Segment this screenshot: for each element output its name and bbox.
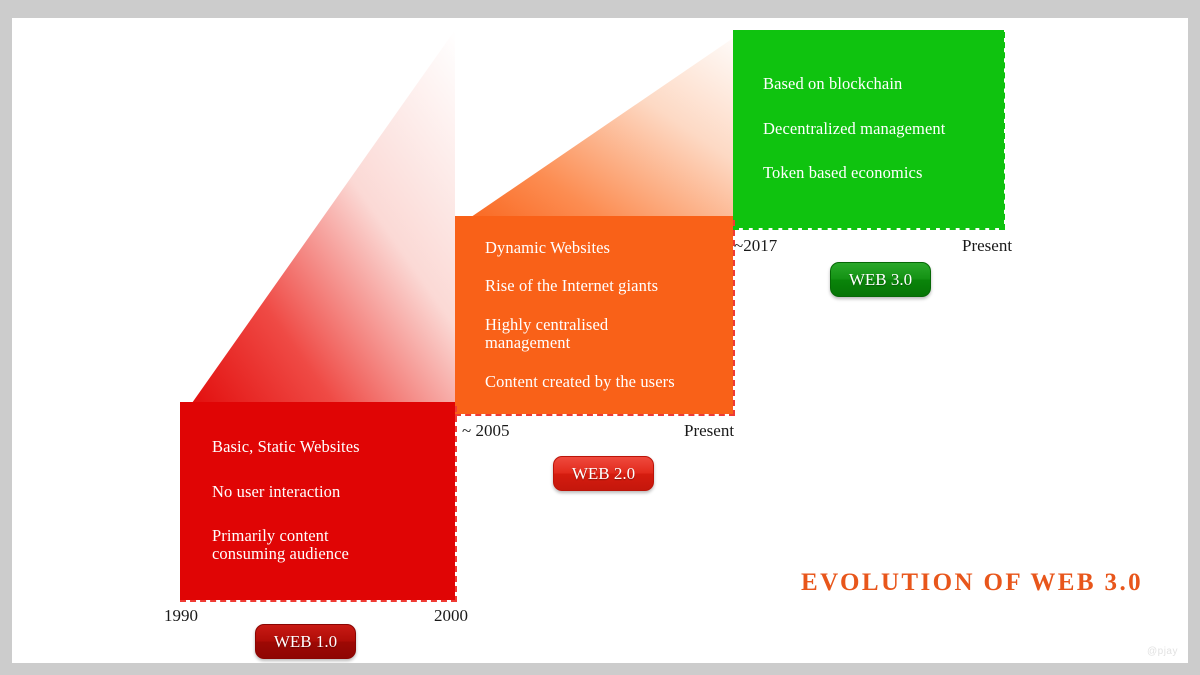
year-label-web2-end: Present — [684, 421, 735, 440]
stage-block-web3: Based on blockchain Decentralized manage… — [733, 30, 1004, 228]
dashed-divider-web1-end — [455, 406, 457, 602]
dashed-baseline-web1 — [180, 600, 457, 602]
stage-bullet: Primarily content consuming audience — [212, 526, 349, 564]
watermark: @pjay — [1147, 646, 1178, 657]
stage-bullet: No user interaction — [212, 481, 341, 501]
badge-web1[interactable]: WEB 1.0 — [255, 624, 356, 659]
dashed-divider-web2-end — [733, 220, 735, 416]
stage-bullet: Dynamic Websites — [485, 237, 611, 257]
dashed-divider-web3-end — [1003, 32, 1005, 230]
dashed-baseline-web2 — [455, 414, 735, 416]
stage-bullet: Basic, Static Websites — [212, 437, 360, 457]
badge-web2[interactable]: WEB 2.0 — [553, 456, 654, 491]
stage-bullet: Decentralized management — [763, 118, 946, 138]
year-label-web1-start: 1990 — [164, 606, 198, 625]
stage-bullet: Highly centralised management — [485, 314, 609, 353]
page-title: EVOLUTION OF WEB 3.0 — [801, 569, 1143, 596]
badge-web3[interactable]: WEB 3.0 — [830, 262, 931, 297]
diagram-canvas: Basic, Static Websites No user interacti… — [12, 18, 1188, 663]
year-label-web1-end: 2000 — [434, 606, 468, 625]
year-label-web3-end: Present — [962, 236, 1013, 255]
stage-block-web2: Dynamic Websites Rise of the Internet gi… — [455, 216, 733, 414]
ramp-gradient-web1-to-web2 — [180, 30, 455, 420]
stage-bullet: Token based economics — [763, 163, 923, 183]
year-label-web3-start: ~2017 — [734, 236, 778, 255]
ramp-gradient-web2-to-web3 — [455, 30, 745, 228]
stage-block-web1: Basic, Static Websites No user interacti… — [180, 402, 455, 600]
stage-bullet: Based on blockchain — [763, 74, 903, 94]
stage-bullet: Rise of the Internet giants — [485, 276, 659, 296]
year-label-web2-start: ~ 2005 — [462, 421, 510, 440]
dashed-baseline-web3 — [733, 228, 1005, 230]
stage-bullet: Content created by the users — [485, 371, 675, 391]
